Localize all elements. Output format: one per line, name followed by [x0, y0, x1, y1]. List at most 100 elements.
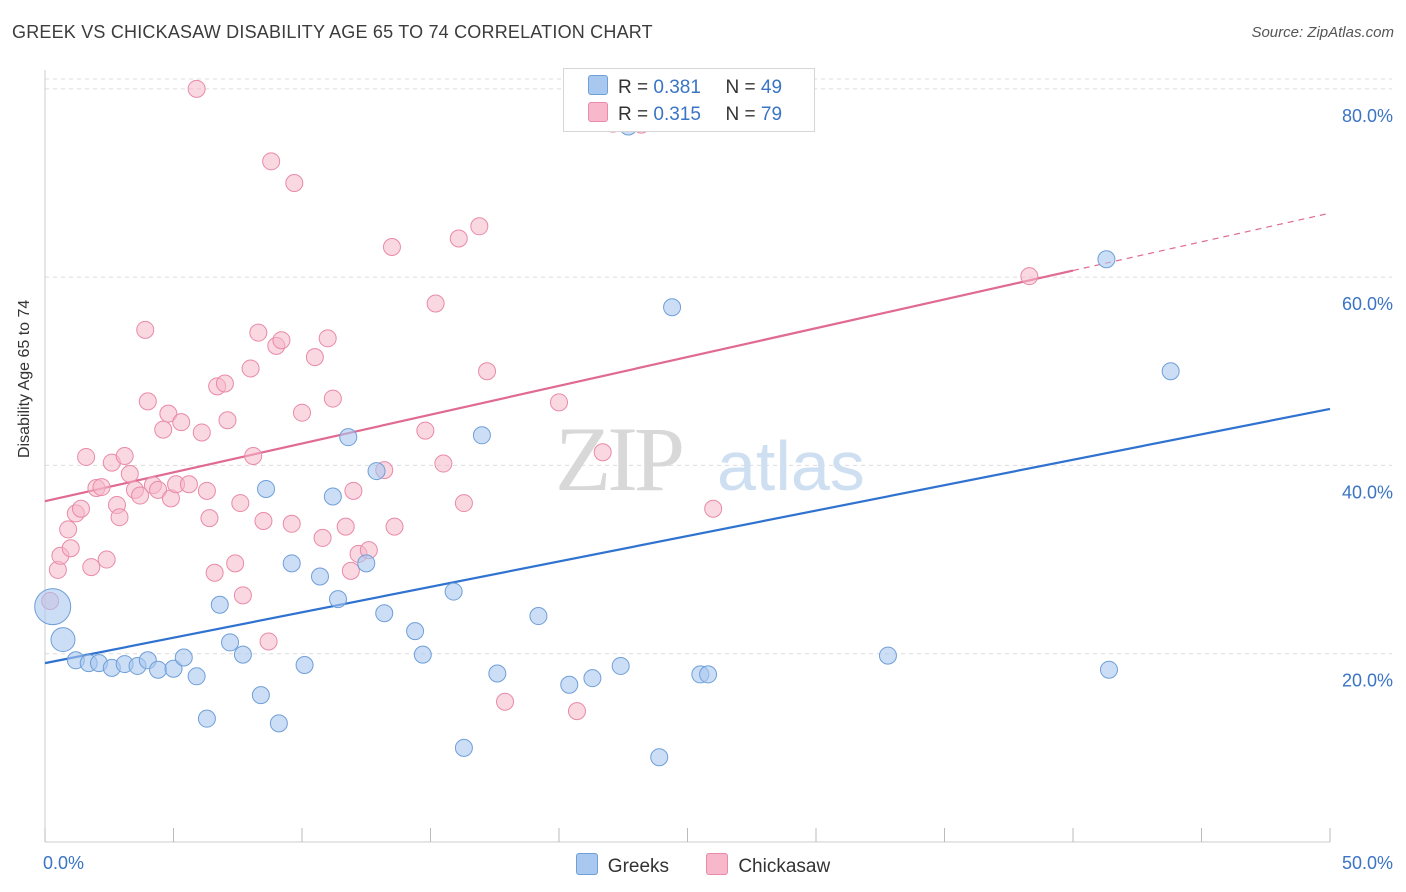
chickasaw-point — [77, 447, 96, 466]
chickasaw-point — [262, 152, 281, 171]
legend-n-value-greeks: 49 — [760, 77, 783, 98]
y-tick-label: 40.0% — [1342, 482, 1393, 502]
chickasaw-point — [120, 464, 139, 483]
chickasaw-point — [115, 447, 134, 465]
greeks-point — [375, 604, 394, 623]
chart-title: GREEK VS CHICKASAW DISABILITY AGE 65 TO … — [12, 22, 653, 42]
legend-item-chickasaw[interactable]: Chickasaw — [706, 853, 830, 878]
chickasaw-point — [293, 403, 311, 422]
chickasaw-point — [449, 229, 468, 248]
chickasaw-point — [454, 494, 473, 513]
chickasaw-point — [478, 362, 497, 381]
greeks-point — [174, 648, 193, 667]
greeks-point — [1161, 362, 1180, 381]
x-tick-label-max: 50.0% — [1342, 853, 1393, 873]
trend-lines — [44, 212, 1331, 665]
chickasaw-point — [159, 404, 178, 423]
chickasaw-point — [215, 374, 234, 393]
chickasaw-point — [704, 499, 723, 518]
greeks-point — [339, 428, 358, 447]
chickasaw-point — [434, 454, 453, 473]
chickasaw-point — [385, 517, 404, 536]
greeks-point — [197, 709, 216, 728]
legend-label-chickasaw: Chickasaw — [738, 856, 831, 877]
chickasaw-point — [179, 475, 198, 494]
greeks-point — [583, 669, 602, 688]
greeks-point — [221, 633, 240, 652]
greeks-swatch — [588, 75, 608, 95]
greeks-legend-swatch — [575, 853, 598, 875]
legend-r-label: R = — [618, 104, 649, 125]
chickasaw-point — [231, 494, 250, 513]
chickasaw-point — [187, 79, 206, 98]
watermark-atlas: atlas — [717, 427, 865, 505]
greeks-point — [149, 660, 168, 679]
legend-label-greeks: Greeks — [607, 856, 670, 877]
y-axis-label: Disability Age 65 to 74 — [16, 299, 33, 458]
chickasaw-point — [344, 481, 363, 500]
greeks-point — [210, 595, 229, 614]
chickasaw-point — [323, 389, 342, 408]
watermark: ZIP atlas — [555, 408, 865, 510]
greeks-point — [282, 554, 301, 573]
chickasaw-point — [336, 517, 355, 536]
chickasaw-point — [138, 392, 157, 411]
chickasaw-point — [496, 692, 515, 711]
greeks-point — [650, 748, 669, 767]
legend-r-value-greeks: 0.381 — [653, 77, 701, 98]
chickasaw-point — [341, 561, 360, 580]
chickasaw-point — [305, 348, 324, 367]
greeks-point — [444, 582, 463, 601]
chickasaw-point — [241, 359, 260, 378]
chickasaw-point — [233, 586, 252, 605]
tick-labels: 20.0% 40.0% 60.0% 80.0% 0.0% 50.0% — [43, 106, 1393, 873]
chickasaw-point — [550, 393, 568, 412]
chickasaw-point — [92, 478, 111, 497]
greeks-point — [699, 665, 718, 684]
greeks-point — [295, 656, 314, 675]
chickasaw-point — [426, 294, 445, 313]
chickasaw-point — [254, 511, 273, 530]
axes — [44, 70, 1331, 843]
greeks-point — [251, 686, 270, 705]
greeks-point — [187, 667, 206, 686]
chickasaw-point — [259, 632, 278, 651]
greeks-point — [472, 426, 491, 445]
chickasaw-point — [149, 480, 168, 499]
chickasaw-point — [200, 509, 219, 528]
greeks-point — [611, 656, 630, 675]
legend-n-value-chickasaw: 79 — [760, 104, 783, 125]
chickasaw-point — [244, 447, 263, 465]
chickasaw-point — [1020, 267, 1039, 286]
legend-item-greeks[interactable]: Greeks — [575, 853, 670, 878]
greeks-point — [164, 659, 183, 678]
chickasaw-point — [249, 323, 268, 342]
greeks-point — [560, 675, 579, 694]
chickasaw-point — [272, 331, 291, 350]
series-legend: Greeks Chickasaw — [0, 853, 1406, 878]
chickasaw-point — [82, 558, 101, 577]
legend-r-label: R = — [618, 77, 649, 98]
legend-row-greeks: R = 0.381 N = 49 — [588, 75, 782, 99]
chickasaw-point — [110, 508, 129, 527]
chickasaw-point — [226, 554, 245, 573]
chickasaw-legend-swatch — [706, 853, 729, 875]
legend-r-value-chickasaw: 0.315 — [653, 104, 701, 125]
legend-n-label: N = — [725, 104, 756, 125]
chickasaw-point — [282, 514, 301, 533]
chickasaw-point — [197, 481, 216, 500]
greeks-point — [413, 645, 432, 664]
greeks-point — [50, 627, 76, 653]
greeks-point — [257, 479, 276, 498]
chickasaw-point — [192, 423, 211, 442]
watermark-zip: ZIP — [555, 408, 682, 510]
chickasaw-point — [59, 520, 78, 539]
chickasaw-point — [593, 443, 612, 462]
greeks-point — [34, 588, 72, 626]
greeks-point — [663, 298, 682, 317]
chickasaw-point — [131, 486, 150, 505]
y-tick-label: 80.0% — [1342, 106, 1393, 126]
x-tick-label-min: 0.0% — [43, 853, 84, 873]
chickasaw-point — [318, 329, 337, 348]
